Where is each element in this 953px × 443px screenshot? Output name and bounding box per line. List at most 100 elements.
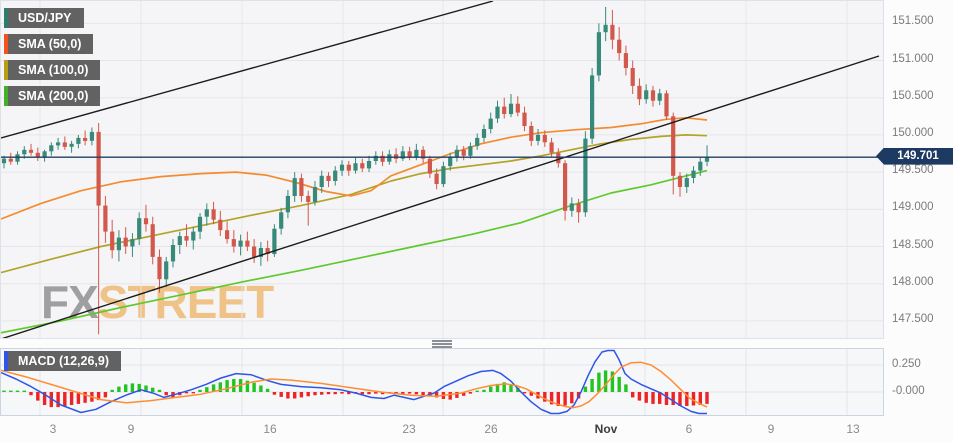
macd-panel[interactable] [0,348,884,416]
macd-histogram-bar [590,379,594,392]
candle-body [535,134,541,141]
panel-divider[interactable] [0,339,884,348]
candle-body [623,53,628,68]
candle-body [103,205,108,232]
candle-body [495,106,500,119]
macd-tick-label: 0.250 [892,358,921,370]
candle-body [704,157,710,162]
macd-histogram-bar [225,380,229,392]
macd-histogram-bar [367,392,371,395]
macd-histogram-bar [198,389,202,392]
macd-color-swatch [4,351,8,371]
time-tick-label: 23 [402,422,416,436]
macd-histogram-bar [340,392,344,394]
price-tick-label: 148.500 [892,238,934,251]
sma200-color-swatch [4,86,8,106]
macd-histogram-bar [265,388,270,392]
macd-histogram-bar [698,392,702,405]
candle-body [549,142,554,153]
legend-sma50[interactable]: SMA (50,0) [4,34,94,54]
macd-histogram-bar [570,392,574,404]
macd-histogram-bar [475,390,479,392]
macd-histogram-bar [678,392,682,406]
candle-body [434,173,439,184]
candle-body [360,163,365,169]
candle-body [664,93,669,117]
candle-body [373,155,378,161]
current-price-value: 149.701 [897,150,939,163]
macd-histogram-bar [522,392,527,394]
price-chart-canvas[interactable] [1,1,883,338]
macd-histogram-bar [617,376,621,392]
candle-body [238,240,243,247]
candle-body [15,154,20,162]
macd-histogram-bar [685,392,689,406]
candle-body [49,145,54,152]
candle-body [326,175,331,181]
macd-histogram-bar [103,392,108,398]
legend-sma200[interactable]: SMA (200,0) [4,86,101,106]
candle-body [265,248,270,254]
macd-histogram-bar [516,387,520,392]
legend-sma100[interactable]: SMA (100,0) [4,60,101,80]
candle-body [123,237,128,247]
candle-body [502,106,507,114]
macd-histogram-bar [42,392,47,405]
candle-body [677,175,683,187]
candle-body [211,209,216,220]
macd-histogram-bar [110,389,114,392]
time-axis[interactable]: 3 9 16 23 26 Nov 6 9 13 [0,416,884,443]
candle-body [481,129,487,138]
macd-histogram-bar [691,392,696,406]
candle-body [468,146,473,156]
candle-body [617,39,622,54]
macd-histogram-bar [631,392,635,398]
macd-histogram-bar [556,392,560,406]
macd-histogram-bar [583,386,588,392]
time-tick-label: 6 [685,422,693,436]
candle-body [22,149,27,155]
macd-histogram-bar [543,392,547,402]
macd-histogram-bar [624,384,628,392]
usdjpy-color-swatch [4,8,8,28]
candle-body [150,224,155,257]
legend-label: SMA (100,0) [18,63,89,77]
macd-signal-line [1,361,708,409]
trendline [1,55,880,338]
macd-histogram-bar [232,379,236,392]
candle-body [400,151,405,159]
price-axis[interactable]: 149.701 151.500 151.000 150.500 150.000 149.… [876,0,953,443]
macd-histogram-bar [36,392,40,401]
legend-usdjpy[interactable]: USD/JPY [4,8,84,28]
macd-histogram-bar [482,389,486,392]
legend-macd[interactable]: MACD (12,26,9) [4,351,121,371]
candle-body [596,32,601,76]
candle-body [285,195,290,213]
candle-body [333,170,338,181]
price-tick-label: 151.500 [892,15,934,28]
price-tick-label: 151.000 [892,52,934,65]
macd-histogram-bar [671,392,675,405]
candle-body [177,236,182,245]
macd-histogram-bar [69,392,74,405]
macd-chart-canvas[interactable] [1,349,883,415]
macd-histogram-bar [374,392,378,394]
candle-body [204,209,209,217]
candle-body [164,261,169,280]
price-panel[interactable]: FXSTREET USD/JPY SMA (50,0) SMA (100,0) … [0,0,884,339]
divider-grip-icon[interactable] [432,339,452,349]
candle-body [556,152,561,164]
macd-histogram-bar [549,392,554,405]
macd-histogram-bar [22,390,26,392]
macd-histogram-bar [286,392,290,399]
macd-histogram-bar [529,392,533,396]
macd-histogram-bar [603,370,608,392]
macd-histogram-bar [245,380,250,392]
time-tick-label: 26 [484,422,498,436]
sma50-line [1,116,708,220]
candle-body [515,103,520,113]
candle-body [279,212,284,229]
macd-histogram-bar [218,382,222,392]
macd-histogram-bar [658,392,662,404]
macd-histogram-bar [293,392,297,399]
